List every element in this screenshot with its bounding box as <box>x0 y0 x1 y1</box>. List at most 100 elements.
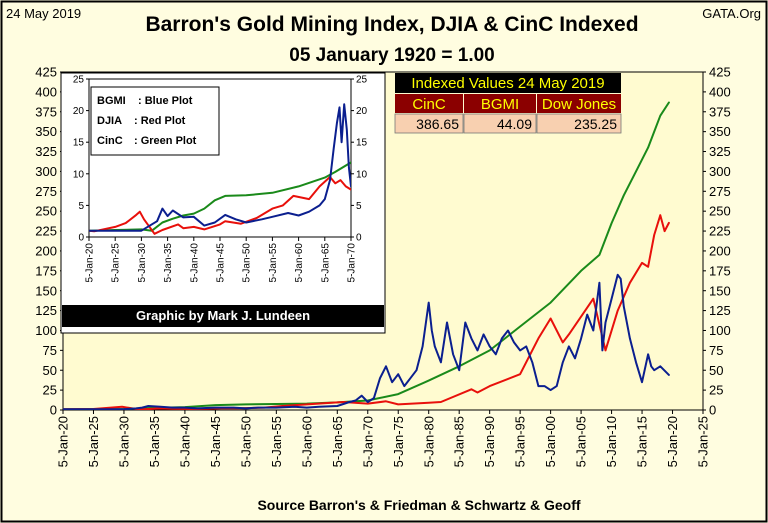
chart-title: Barron's Gold Mining Index, DJIA & CinC … <box>145 13 638 36</box>
main-xtick-label-17: 5-Jan-05 <box>574 416 589 467</box>
indexed-values-table: Indexed Values 24 May 2019 CinC BGMI Dow… <box>394 73 622 134</box>
main-ytick-label-right-1: 25 <box>709 383 723 398</box>
main-xtick-label-6: 5-Jan-50 <box>238 416 253 467</box>
inset-legend-box <box>90 86 220 156</box>
table-col-bg-bgmi <box>464 94 536 113</box>
main-ytick-label-right-17: 425 <box>709 65 731 80</box>
main-ytick-label-right-0: 0 <box>709 403 716 418</box>
inset-xtick-label-6: 5-Jan-50 <box>242 243 253 283</box>
main-ytick-label-right-16: 400 <box>709 84 731 99</box>
main-ytick-label-left-7: 175 <box>35 263 57 278</box>
main-ytick-label-right-6: 150 <box>709 283 731 298</box>
table-value-bgmi: 44.09 <box>497 116 532 132</box>
table-value-bg-bgmi <box>463 113 537 134</box>
inset-ytick-label-right-2: 10 <box>356 169 368 180</box>
inset-xtick-label-9: 5-Jan-65 <box>320 243 331 283</box>
source-tag: GATA.Org <box>702 6 761 21</box>
main-ytick-label-left-1: 25 <box>43 383 57 398</box>
inset-legend-desc-djia: : Red Plot <box>134 115 186 127</box>
main-ytick-label-right-4: 100 <box>709 323 731 338</box>
main-ytick-label-left-17: 425 <box>35 65 57 80</box>
inset-xtick-label-1: 5-Jan-25 <box>111 243 122 283</box>
table-header-dow: Dow Jones <box>542 96 616 113</box>
main-xtick-label-3: 5-Jan-35 <box>147 416 162 467</box>
inset-ytick-label-right-3: 15 <box>356 138 368 149</box>
main-xtick-label-14: 5-Jan-90 <box>482 416 497 467</box>
inset-xtick-label-0: 5-Jan-20 <box>85 243 96 283</box>
inset-legend: BGMI : Blue Plot DJIA : Red Plot CinC : … <box>90 86 220 156</box>
inset-xtick-label-8: 5-Jan-60 <box>294 243 305 283</box>
main-ytick-label-left-9: 225 <box>35 224 57 239</box>
date-stamp: 24 May 2019 <box>6 6 81 21</box>
inset-ytick-label-left-5: 25 <box>73 75 85 86</box>
inset-series-line-bgmi <box>89 103 351 232</box>
main-ytick-label-left-6: 150 <box>35 283 57 298</box>
main-ytick-label-left-10: 250 <box>35 204 57 219</box>
inset-series-group <box>89 103 351 235</box>
main-xtick-label-19: 5-Jan-15 <box>635 416 650 467</box>
table-value-cinc: 386.65 <box>416 116 459 132</box>
inset-xtick-label-2: 5-Jan-30 <box>137 243 148 283</box>
table-col-bg-dow <box>537 94 621 113</box>
inset-legend-name-cinc: CinC <box>97 135 123 147</box>
main-ytick-label-right-10: 250 <box>709 204 731 219</box>
main-xtick-label-5: 5-Jan-45 <box>208 416 223 467</box>
table-value-bg-cinc <box>394 113 464 134</box>
main-ytick-label-right-12: 300 <box>709 164 731 179</box>
main-xtick-label-21: 5-Jan-25 <box>696 416 711 467</box>
main-ytick-label-left-2: 50 <box>43 363 57 378</box>
main-xtick-label-13: 5-Jan-85 <box>452 416 467 467</box>
inset-ytick-label-left-0: 0 <box>78 233 84 244</box>
chart-footer: Source Barron's & Friedman & Schwartz & … <box>257 497 580 513</box>
main-ytick-label-right-3: 75 <box>709 343 723 358</box>
inset-chart: 0 0 5 5 10 10 15 15 20 20 25 25 5-Jan-20 5-Jan-25 5-Ja… <box>60 72 386 334</box>
inset-series-line-djia <box>89 176 351 235</box>
main-xtick-label-1: 5-Jan-25 <box>86 416 101 467</box>
main-ytick-label-right-11: 275 <box>709 184 731 199</box>
inset-ytick-label-left-1: 5 <box>78 201 84 212</box>
inset-legend-desc-cinc: : Green Plot <box>134 135 197 147</box>
inset-xtick-label-4: 5-Jan-40 <box>189 243 200 283</box>
inset-ytick-label-left-3: 15 <box>73 138 85 149</box>
main-xtick-label-2: 5-Jan-30 <box>117 416 132 467</box>
main-ytick-label-right-14: 350 <box>709 124 731 139</box>
inset-ytick-label-left-4: 20 <box>73 106 85 117</box>
inset-ytick-label-right-1: 5 <box>356 201 362 212</box>
main-ytick-label-right-7: 175 <box>709 263 731 278</box>
main-ytick-label-right-8: 200 <box>709 243 731 258</box>
inset-legend-name-djia: DJIA <box>97 115 122 127</box>
inset-xtick-label-3: 5-Jan-35 <box>163 243 174 283</box>
inset-xtick-label-5: 5-Jan-45 <box>216 243 227 283</box>
main-ytick-label-left-11: 275 <box>35 184 57 199</box>
main-xtick-label-7: 5-Jan-55 <box>269 416 284 467</box>
main-xtick-label-11: 5-Jan-75 <box>391 416 406 467</box>
inset-ytick-label-right-4: 20 <box>356 106 368 117</box>
main-ytick-label-left-13: 325 <box>35 144 57 159</box>
chart-subtitle: 05 January 1920 = 1.00 <box>289 45 494 66</box>
inset-ytick-label-left-2: 10 <box>73 169 85 180</box>
inset-xtick-label-7: 5-Jan-55 <box>268 243 279 283</box>
main-ytick-label-left-16: 400 <box>35 84 57 99</box>
main-ytick-label-right-9: 225 <box>709 224 731 239</box>
main-xtick-label-10: 5-Jan-70 <box>360 416 375 467</box>
main-ytick-label-right-5: 125 <box>709 303 731 318</box>
main-series-group <box>63 101 670 410</box>
inset-xtick-label-10: 5-Jan-70 <box>347 243 358 283</box>
main-xtick-label-9: 5-Jan-65 <box>330 416 345 467</box>
inset-ytick-label-right-5: 25 <box>356 75 368 86</box>
main-xtick-label-8: 5-Jan-60 <box>299 416 314 467</box>
main-xtick-label-16: 5-Jan-00 <box>543 416 558 467</box>
main-xtick-label-15: 5-Jan-95 <box>513 416 528 467</box>
table-header-bgmi: BGMI <box>481 96 519 113</box>
main-ytick-label-left-4: 100 <box>35 323 57 338</box>
main-xtick-label-18: 5-Jan-10 <box>604 416 619 467</box>
inset-legend-desc-bgmi: : Blue Plot <box>138 95 193 107</box>
main-ytick-label-left-0: 0 <box>50 403 57 418</box>
main-xtick-label-12: 5-Jan-80 <box>421 416 436 467</box>
inset-series-line-cinc <box>89 161 351 232</box>
main-ytick-label-left-14: 350 <box>35 124 57 139</box>
inset-ytick-label-right-0: 0 <box>356 233 362 244</box>
